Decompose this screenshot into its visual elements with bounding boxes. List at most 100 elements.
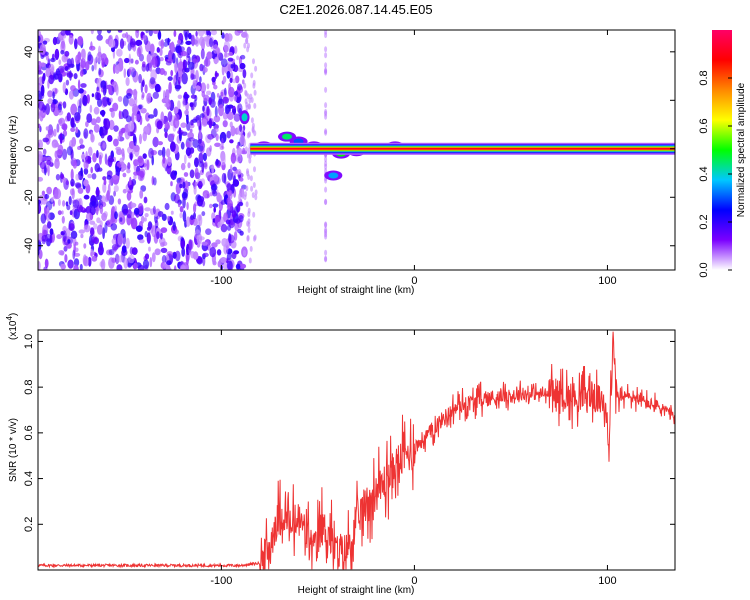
spectrogram-noise-cell (95, 186, 100, 197)
spectrogram-noise-cell (190, 214, 194, 221)
snr-frame (37, 329, 676, 571)
spectrogram-noise-cell (180, 122, 187, 128)
spectrogram-noise-cell (192, 251, 199, 260)
spectrogram-noise-cell (68, 90, 74, 100)
spectrogram-noise-cell (58, 250, 65, 256)
spectrogram-noise-cell (244, 98, 248, 105)
spectrogram-noise-cell (87, 173, 93, 179)
spectrogram-noise-cell (120, 164, 126, 169)
spectrogram-noise-cell (51, 196, 54, 202)
spectrogram-noise-cell (220, 154, 226, 166)
spectrogram-noise-cell (166, 260, 172, 266)
spectrogram-noise-cell (229, 77, 233, 83)
spectrogram-noise-cell (79, 138, 84, 145)
spectrogram-noise-cell (128, 184, 134, 191)
spectrogram-noise-cell (247, 147, 251, 154)
spectrogram-noise-cell (83, 224, 91, 233)
spectrogram-noise-cell (136, 30, 139, 34)
spectrogram-noise-cell (156, 231, 160, 240)
spectrogram-noise-cell (118, 130, 123, 137)
spectrogram-noise-cell (133, 207, 140, 215)
spectrogram-noise-cell (96, 217, 101, 224)
chart-title: C2E1.2026.087.14.45.E05 (279, 2, 432, 17)
spectrogram-noise-cell (64, 50, 70, 57)
spectrogram-noise-cell (226, 130, 231, 139)
spectrogram-y-label: Frequency (Hz) (8, 116, 19, 185)
spectrogram-noise-cell (224, 87, 227, 96)
spectrogram-noise-cell (179, 76, 182, 83)
spectrogram-noise-cell (173, 193, 180, 204)
spectrogram-noise-cell (168, 81, 172, 94)
colorbar: 0.0 0.2 0.4 0.6 0.8 Normalized spectral ampl… (698, 30, 747, 278)
spectrogram-noise-cell (221, 238, 228, 247)
snr-y-multiplier-exponent: 4 (5, 316, 14, 321)
spectrogram-noise-cell (233, 113, 241, 122)
spectrogram-noise-cell (177, 39, 182, 45)
spectrogram-noise-cell (209, 246, 217, 258)
spectrogram-noise-cell (235, 153, 242, 163)
spectrogram-noise-cell (146, 93, 152, 104)
spectrogram-noise-cell (230, 164, 233, 174)
spectrogram-noise-cell (125, 237, 130, 249)
spectrogram-noise-cell (213, 115, 221, 123)
spectrogram-noise-cell (54, 88, 58, 95)
spectrogram-noise-cell (131, 103, 139, 116)
spectrogram-noise-cell (83, 255, 90, 267)
spectrogram-noise-cell (99, 261, 104, 268)
spectrogram-noise-cell (49, 228, 54, 236)
spectrogram-noise-cell (70, 117, 75, 128)
spectrogram-noise-cell (194, 157, 199, 168)
spectrogram-noise-cell (143, 217, 147, 222)
spectrogram-noise-cell (237, 83, 243, 91)
spectrogram-noise-cell (324, 30, 328, 35)
spectrogram-noise-cell (118, 255, 123, 263)
spectrogram-noise-cell (58, 59, 62, 65)
spectrogram-noise-cell (133, 262, 138, 270)
spectrogram-noise-cell (65, 30, 71, 36)
spectrogram-noise-cell (220, 91, 224, 97)
spectrogram-noise-cell (209, 192, 213, 197)
spectrogram-noise-cell (54, 142, 60, 148)
snr-tick-label: 1.0 (23, 334, 35, 349)
spectrogram-noise-cell (182, 196, 186, 209)
spectrogram-noise-cell (252, 182, 256, 188)
spectrogram-noise-cell (254, 65, 258, 72)
spectrogram-noise-cell (135, 113, 141, 122)
spectrogram-noise-cell (210, 91, 216, 102)
spectrogram-noise-cell (148, 30, 153, 37)
spectrogram-noise-cell (179, 58, 182, 68)
spectrogram-noise-cell (183, 94, 190, 99)
spectrogram-noise-cell (62, 101, 67, 109)
spectrogram-noise-cell (209, 37, 213, 48)
spectrogram-noise-cell (57, 199, 61, 206)
spectrogram-noise-cell (186, 46, 192, 55)
x-tick-label: -100 (210, 275, 232, 287)
spectrogram-ticks: -100 0 100 -40 -20 0 20 40 (23, 30, 675, 287)
spectrogram-noise-cell (131, 89, 138, 96)
spectrogram-noise-cell (83, 179, 89, 187)
spectrogram-noise-cell (220, 224, 228, 233)
spectrogram-noise-cell (212, 203, 219, 208)
spectrogram-noise-cell (115, 253, 120, 265)
spectrogram-noise-cell (109, 97, 113, 103)
snr-series-line (38, 331, 675, 570)
spectrogram-noise-cell (39, 109, 44, 122)
spectrogram-noise-cell (97, 245, 104, 256)
spectrogram-noise-cell (210, 184, 218, 191)
spectrogram-noise-cell (201, 161, 205, 173)
spectrogram-noise-cell (61, 215, 65, 224)
spectrogram-noise-cell (130, 41, 138, 46)
spectrogram-noise-cell (128, 98, 135, 107)
spectrogram-noise-cell (127, 162, 131, 170)
spectrogram-noise-cell (60, 40, 66, 53)
spectrogram-noise-cell (133, 159, 139, 167)
spectrogram-noise-cell (38, 176, 44, 182)
spectrogram-noise-cell (79, 98, 82, 109)
spectrogram-noise-cell (203, 58, 211, 67)
spectrogram-noise-cell (248, 157, 252, 164)
spectrogram-noise-cell (174, 170, 178, 176)
spectrogram-noise-cell (66, 112, 72, 122)
spectrogram-noise-cell (121, 245, 127, 254)
spectrogram-noise-cell (144, 253, 150, 260)
